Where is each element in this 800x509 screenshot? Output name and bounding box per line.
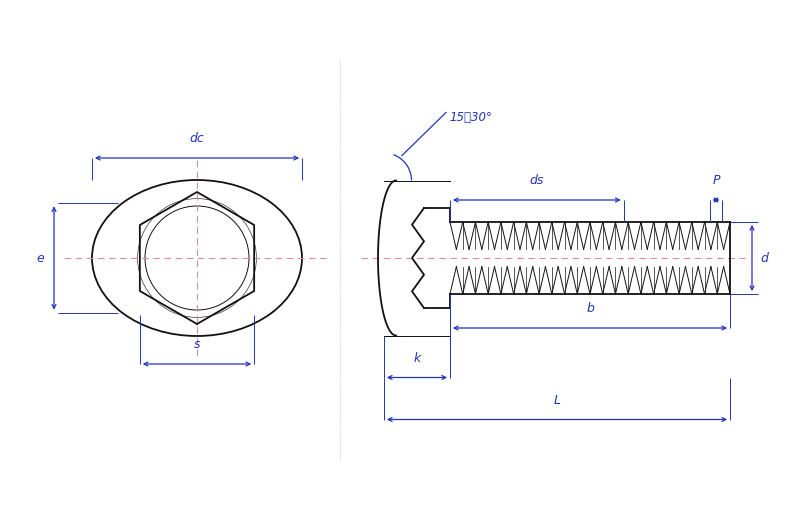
Text: 15～30°: 15～30° [449, 110, 492, 124]
Text: P: P [712, 174, 720, 187]
Text: s: s [194, 338, 200, 351]
Text: k: k [414, 352, 421, 364]
Text: b: b [586, 302, 594, 315]
Text: L: L [554, 393, 561, 407]
Text: ds: ds [530, 174, 544, 187]
Text: dc: dc [190, 132, 204, 145]
Text: d: d [760, 251, 768, 265]
Text: e: e [36, 251, 44, 265]
